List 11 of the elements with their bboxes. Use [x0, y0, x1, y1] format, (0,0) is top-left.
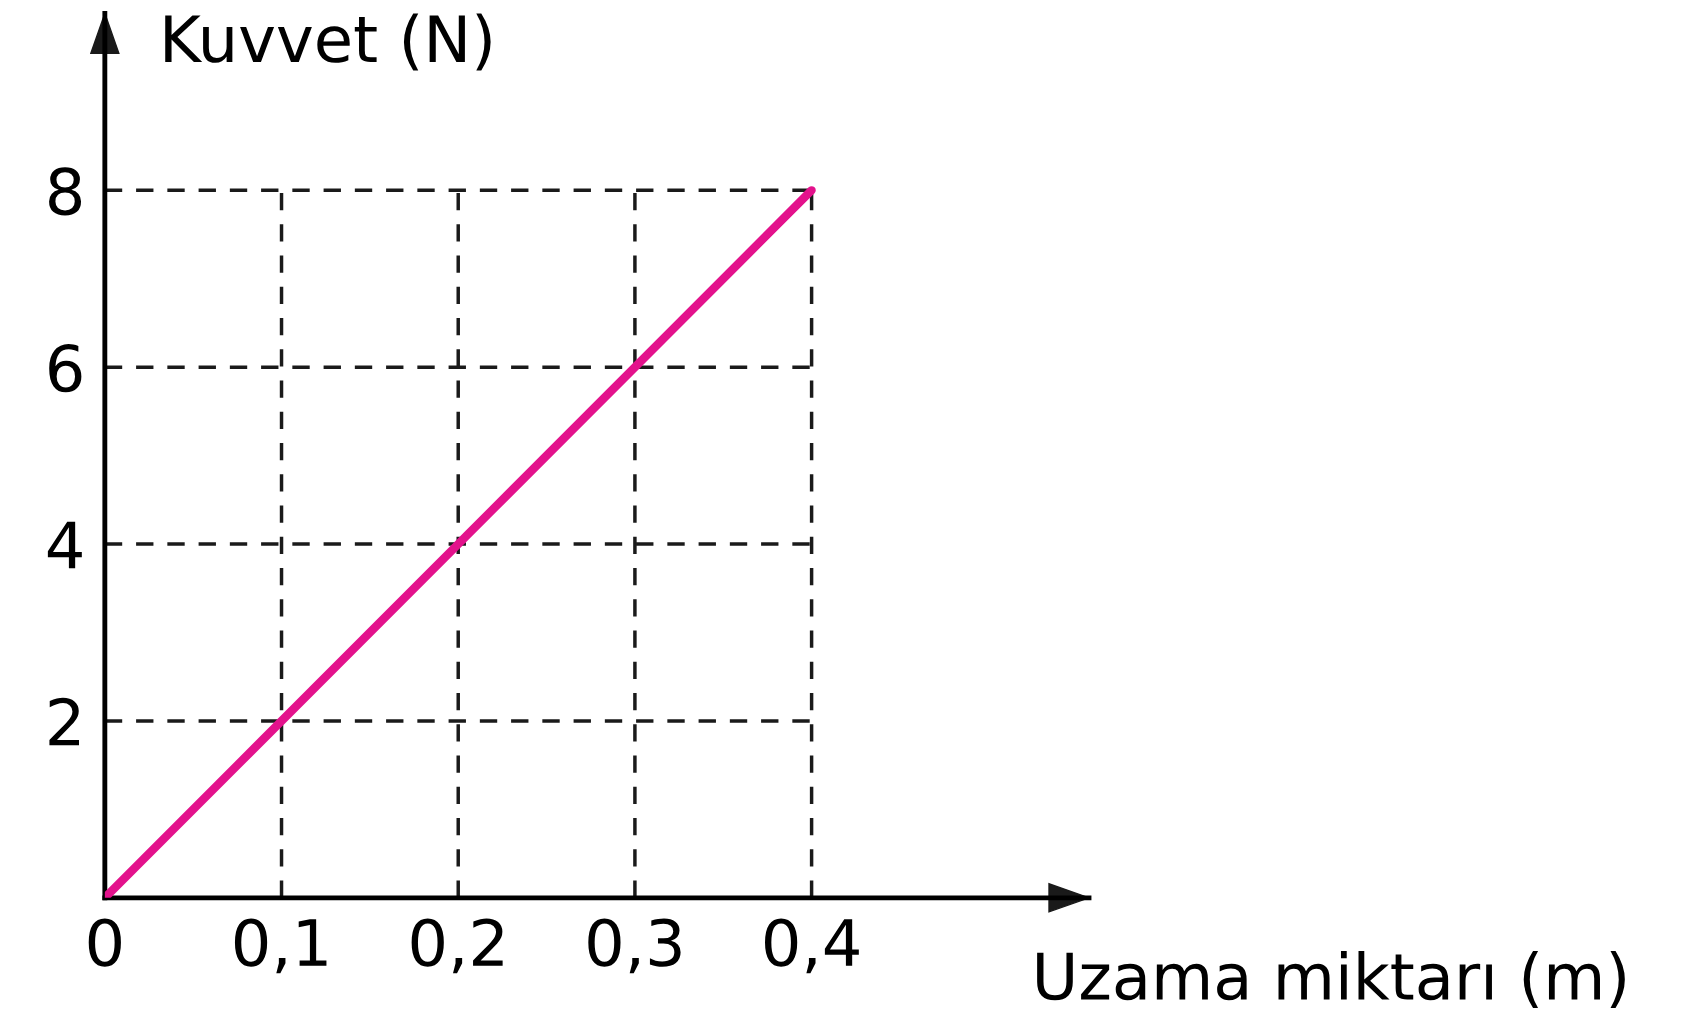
x-tick-label: 0,3 — [588, 918, 681, 974]
y-tick-label: 4 — [47, 521, 82, 569]
y-tick-label: 8 — [49, 167, 82, 216]
y-tick-label: 2 — [49, 697, 79, 746]
x-tick-label: 0 — [88, 918, 121, 967]
x-tick-label: 0,4 — [765, 918, 859, 974]
y-axis-title: Kuvvet (N) — [165, 13, 491, 71]
x-tick-label: 0,1 — [234, 918, 327, 974]
x-axis-title: Uzama miktarı (m) — [1037, 950, 1625, 1008]
x-tick-label: 0,2 — [411, 918, 503, 974]
y-tick-label: 6 — [49, 344, 82, 393]
